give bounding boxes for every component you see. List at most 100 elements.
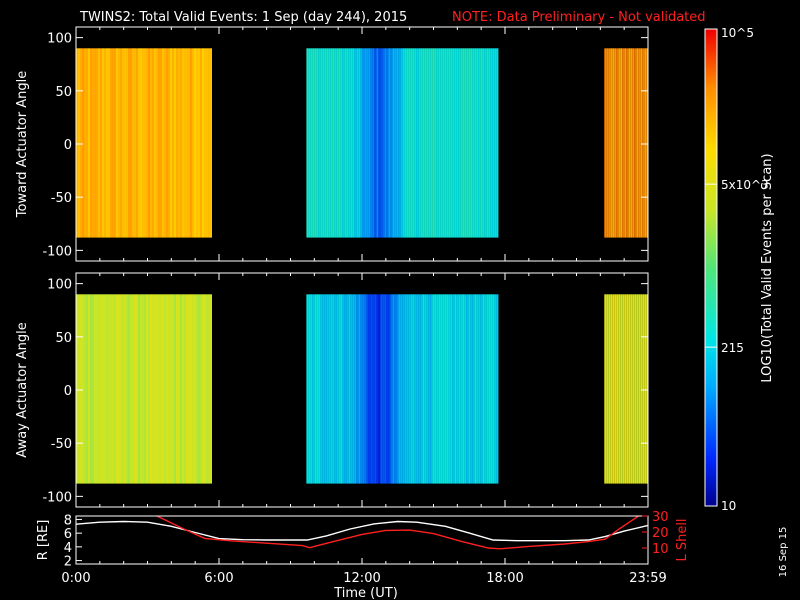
colorbar-band <box>705 182 717 184</box>
colorbar-band <box>705 37 717 39</box>
data-column <box>630 48 633 238</box>
data-column <box>428 48 431 238</box>
colorbar-band <box>705 292 717 294</box>
data-column <box>636 294 639 484</box>
data-column <box>472 294 475 484</box>
colorbar-band <box>705 227 717 229</box>
data-column <box>194 294 196 484</box>
data-column <box>94 48 96 238</box>
colorbar-band <box>705 207 717 209</box>
data-column <box>476 294 479 484</box>
data-column <box>436 294 439 484</box>
data-column <box>202 294 204 484</box>
data-column <box>140 48 142 238</box>
data-column <box>410 294 413 484</box>
data-column <box>626 48 629 238</box>
x-tick-label: 23:59 <box>629 571 666 586</box>
colorbar-band <box>705 447 717 449</box>
colorbar-band <box>705 34 717 36</box>
colorbar-band <box>705 49 717 51</box>
data-column <box>198 294 200 484</box>
colorbar-band <box>705 147 717 149</box>
data-column <box>206 294 208 484</box>
colorbar-band <box>705 293 717 295</box>
data-column <box>402 48 405 238</box>
data-column <box>612 48 615 238</box>
colorbar-band <box>705 441 717 443</box>
data-column <box>412 48 415 238</box>
colorbar-band <box>705 362 717 364</box>
colorbar-band <box>705 221 717 223</box>
colorbar-band <box>705 337 717 339</box>
colorbar-band <box>705 113 717 115</box>
data-column <box>174 48 176 238</box>
colorbar-band <box>705 167 717 169</box>
data-column <box>132 48 134 238</box>
data-column <box>482 48 485 238</box>
colorbar-band <box>705 263 717 265</box>
colorbar-band <box>705 451 717 453</box>
colorbar-band <box>705 473 717 475</box>
colorbar-band <box>705 372 717 374</box>
colorbar-band <box>705 110 717 112</box>
data-column <box>138 294 140 484</box>
data-column <box>352 48 355 238</box>
colorbar-band <box>705 438 717 440</box>
colorbar-band <box>705 236 717 238</box>
colorbar-band <box>705 290 717 292</box>
colorbar-band <box>705 216 717 218</box>
colorbar-band <box>705 264 717 266</box>
data-column <box>208 294 210 484</box>
colorbar-band <box>705 367 717 369</box>
data-column <box>358 48 361 238</box>
data-column <box>620 48 623 238</box>
colorbar-band <box>705 390 717 392</box>
colorbar-band <box>705 418 717 420</box>
data-column <box>178 48 180 238</box>
data-column <box>644 294 647 484</box>
data-column <box>390 48 393 238</box>
data-column <box>350 294 353 484</box>
colorbar-band <box>705 197 717 199</box>
colorbar-band <box>705 281 717 283</box>
data-column <box>80 48 82 238</box>
data-column <box>336 294 339 484</box>
data-column <box>334 48 337 238</box>
data-column <box>118 294 120 484</box>
data-column <box>442 48 445 238</box>
colorbar-band <box>705 121 717 123</box>
data-column <box>130 294 132 484</box>
data-column <box>384 48 387 238</box>
colorbar-band <box>705 140 717 142</box>
colorbar-band <box>705 36 717 38</box>
colorbar-band <box>705 502 717 504</box>
colorbar-band <box>705 257 717 259</box>
colorbar-band <box>705 289 717 291</box>
data-column <box>312 294 315 484</box>
colorbar-band <box>705 400 717 402</box>
data-column <box>202 48 204 238</box>
colorbar-band <box>705 494 717 496</box>
data-column <box>440 294 443 484</box>
colorbar-band <box>705 407 717 409</box>
x-tick-label: 18:00 <box>486 571 523 586</box>
data-column <box>334 294 337 484</box>
data-column <box>396 294 399 484</box>
colorbar-band <box>705 40 717 42</box>
data-column <box>444 294 447 484</box>
colorbar-band <box>705 269 717 271</box>
data-column <box>100 294 102 484</box>
colorbar-band <box>705 250 717 252</box>
colorbar-band <box>705 205 717 207</box>
data-column <box>344 294 347 484</box>
colorbar-band <box>705 75 717 77</box>
data-column <box>172 294 174 484</box>
colorbar-band <box>705 499 717 501</box>
data-column <box>604 294 607 484</box>
data-column <box>406 294 409 484</box>
data-column <box>372 48 375 238</box>
x-tick-label: 12:00 <box>343 571 380 586</box>
colorbar-band <box>705 474 717 476</box>
data-column <box>126 48 128 238</box>
